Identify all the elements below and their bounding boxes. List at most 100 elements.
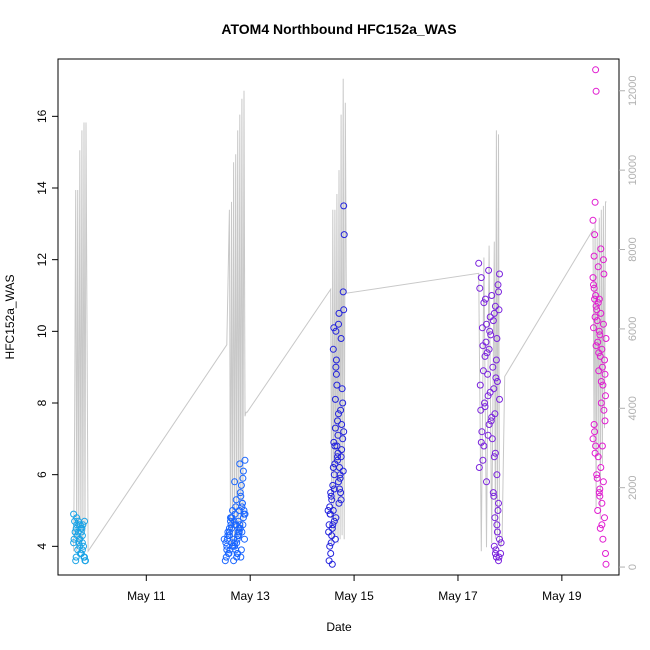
- data-point-flight-3: [334, 456, 341, 464]
- y-tick-label: 10: [35, 324, 49, 338]
- data-point-flight-2: [238, 499, 246, 507]
- data-point-flight-3: [330, 485, 338, 493]
- data-point-flight-5: [596, 485, 604, 493]
- data-point-flight-5: [601, 356, 608, 364]
- data-point-flight-4: [484, 370, 492, 378]
- data-point-flight-4: [496, 535, 503, 543]
- x-axis-label: Date: [326, 620, 352, 634]
- data-point-flight-5: [595, 367, 603, 375]
- data-point-flight-1: [80, 542, 87, 550]
- data-point-flight-3: [339, 288, 347, 296]
- x-tick-label: May 13: [231, 589, 271, 603]
- data-point-flight-3: [331, 535, 339, 543]
- data-point-flight-2: [241, 456, 249, 464]
- x-tick-label: May 19: [542, 589, 582, 603]
- data-point-flight-2: [227, 514, 235, 522]
- data-point-flight-5: [592, 342, 600, 350]
- data-point-flight-5: [590, 421, 598, 428]
- data-point-flight-4: [485, 345, 493, 353]
- data-point-flight-5: [594, 507, 602, 514]
- data-point-flight-5: [602, 392, 609, 400]
- data-point-flight-4: [475, 464, 483, 471]
- data-point-flight-4: [497, 539, 505, 547]
- data-point-flight-5: [600, 406, 608, 414]
- data-point-flight-2: [237, 546, 245, 554]
- data-point-flight-5: [593, 474, 601, 482]
- data-point-flight-2: [233, 553, 241, 561]
- data-point-flight-3: [328, 560, 336, 568]
- data-point-flight-5: [592, 292, 600, 299]
- data-point-flight-5: [600, 270, 608, 278]
- data-point-flight-4: [478, 324, 486, 332]
- data-point-flight-4: [477, 274, 485, 282]
- data-point-flight-3: [328, 496, 336, 504]
- data-point-flight-4: [496, 395, 503, 403]
- data-point-flight-5: [593, 471, 601, 479]
- data-point-flight-3: [340, 306, 348, 314]
- data-point-flight-1: [73, 514, 81, 522]
- data-point-flight-3: [334, 449, 342, 457]
- data-point-flight-3: [326, 542, 334, 550]
- data-point-flight-2: [239, 467, 247, 475]
- data-point-flight-2: [235, 528, 243, 536]
- x-axis: May 11 May 13 May 15 May 17 May 19: [127, 575, 582, 603]
- data-point-flight-4: [492, 374, 500, 382]
- data-point-flight-2: [234, 550, 242, 557]
- data-point-flight-5: [594, 299, 602, 307]
- data-point-flight-2: [221, 557, 229, 565]
- data-point-flight-2: [225, 524, 233, 532]
- data-point-flight-3: [327, 492, 335, 500]
- data-point-flight-3: [331, 424, 339, 432]
- data-point-flight-4: [495, 553, 503, 561]
- data-point-flight-3: [336, 464, 343, 471]
- data-point-flight-2: [229, 507, 236, 514]
- data-point-flight-1: [71, 528, 79, 536]
- data-point-flight-5: [592, 442, 600, 450]
- data-point-flight-5: [602, 335, 610, 342]
- data-point-flight-4: [476, 381, 484, 389]
- secondary-y-tick-label: 0: [627, 564, 639, 570]
- secondary-y-tick-label: 12000: [627, 75, 639, 106]
- data-point-flight-2: [240, 507, 248, 514]
- data-point-flight-3: [338, 385, 346, 393]
- data-point-flight-5: [590, 284, 598, 292]
- data-point-flight-3: [325, 557, 333, 565]
- data-point-flight-5: [594, 263, 602, 271]
- y-tick-label: 16: [35, 109, 49, 123]
- data-point-flight-3: [340, 231, 348, 239]
- data-point-flight-3: [330, 438, 338, 446]
- data-point-flight-3: [326, 503, 334, 511]
- data-point-flight-2: [223, 542, 231, 550]
- data-point-flight-5: [591, 428, 599, 436]
- y-axis-label: HFC152a_WAS: [3, 275, 17, 360]
- data-point-flight-2: [232, 496, 240, 504]
- data-point-flight-1: [72, 557, 80, 565]
- data-point-flight-3: [328, 524, 336, 532]
- data-point-flight-3: [335, 309, 343, 317]
- data-point-flight-4: [493, 335, 501, 342]
- data-point-flight-4: [480, 299, 488, 307]
- data-point-flight-1: [70, 535, 78, 543]
- data-point-flight-5: [598, 521, 606, 529]
- data-point-flight-4: [484, 431, 492, 439]
- data-point-flight-2: [236, 460, 244, 468]
- data-point-flight-5: [591, 313, 599, 321]
- data-point-flight-5: [590, 324, 597, 332]
- secondary-y-tick-label: 2000: [627, 475, 639, 499]
- data-point-flight-3: [337, 335, 345, 342]
- data-point-flight-1: [78, 524, 86, 532]
- data-point-flight-2: [231, 542, 239, 550]
- data-point-flight-5: [597, 399, 605, 407]
- data-point-flight-3: [336, 485, 343, 493]
- data-point-flight-2: [239, 514, 247, 522]
- data-point-flight-3: [335, 410, 342, 418]
- data-point-flight-4: [493, 528, 501, 536]
- data-point-flight-4: [488, 292, 496, 299]
- altitude-line-layer: [73, 78, 607, 553]
- data-point-flight-5: [597, 245, 605, 253]
- data-point-flight-4: [488, 413, 496, 421]
- data-point-flight-5: [592, 66, 600, 74]
- chart-title: ATOM4 Northbound HFC152a_WAS: [221, 21, 456, 37]
- data-point-flight-5: [597, 464, 605, 471]
